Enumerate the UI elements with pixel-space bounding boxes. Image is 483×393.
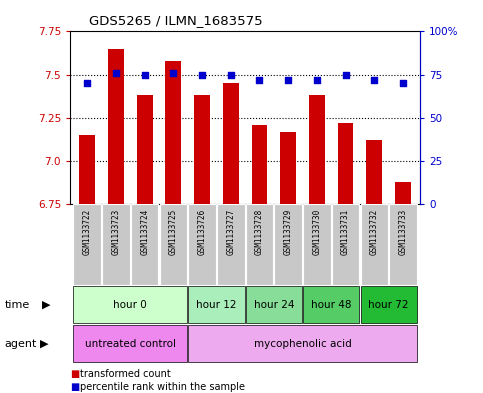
- Text: agent: agent: [5, 339, 37, 349]
- Text: percentile rank within the sample: percentile rank within the sample: [80, 382, 245, 392]
- Text: GSM1133730: GSM1133730: [313, 208, 321, 255]
- Bar: [395, 182, 411, 204]
- Text: GSM1133727: GSM1133727: [226, 208, 235, 255]
- Text: mycophenolic acid: mycophenolic acid: [254, 339, 352, 349]
- Text: ▶: ▶: [40, 339, 49, 349]
- Text: GDS5265 / ILMN_1683575: GDS5265 / ILMN_1683575: [89, 15, 263, 28]
- Text: hour 72: hour 72: [369, 299, 409, 310]
- Text: untreated control: untreated control: [85, 339, 176, 349]
- Point: [313, 77, 321, 83]
- Point: [141, 72, 149, 78]
- Bar: [389, 204, 417, 285]
- Bar: [73, 325, 187, 362]
- Bar: [188, 325, 417, 362]
- Text: ▶: ▶: [42, 299, 50, 310]
- Bar: [360, 286, 417, 323]
- Bar: [360, 204, 388, 285]
- Bar: [274, 204, 302, 285]
- Bar: [102, 204, 130, 285]
- Point: [170, 70, 177, 76]
- Text: GSM1133729: GSM1133729: [284, 208, 293, 255]
- Bar: [309, 95, 325, 204]
- Bar: [303, 204, 331, 285]
- Bar: [194, 95, 210, 204]
- Text: GSM1133726: GSM1133726: [198, 208, 207, 255]
- Point: [198, 72, 206, 78]
- Text: GSM1133733: GSM1133733: [398, 208, 408, 255]
- Bar: [367, 140, 382, 204]
- Text: GSM1133732: GSM1133732: [370, 208, 379, 255]
- Text: hour 48: hour 48: [311, 299, 352, 310]
- Bar: [303, 286, 359, 323]
- Point: [112, 70, 120, 76]
- Text: GSM1133723: GSM1133723: [112, 208, 120, 255]
- Bar: [280, 132, 296, 204]
- Bar: [73, 286, 187, 323]
- Text: hour 12: hour 12: [196, 299, 237, 310]
- Text: transformed count: transformed count: [80, 369, 170, 379]
- Text: time: time: [5, 299, 30, 310]
- Point: [341, 72, 349, 78]
- Bar: [79, 135, 95, 204]
- Bar: [223, 83, 239, 204]
- Bar: [137, 95, 153, 204]
- Bar: [338, 123, 354, 204]
- Point: [399, 80, 407, 86]
- Bar: [217, 204, 244, 285]
- Text: GSM1133731: GSM1133731: [341, 208, 350, 255]
- Text: ■: ■: [70, 382, 79, 392]
- Bar: [73, 204, 101, 285]
- Bar: [188, 286, 244, 323]
- Point: [84, 80, 91, 86]
- Bar: [159, 204, 187, 285]
- Bar: [108, 49, 124, 204]
- Point: [256, 77, 263, 83]
- Text: hour 24: hour 24: [254, 299, 294, 310]
- Bar: [246, 204, 273, 285]
- Point: [284, 77, 292, 83]
- Bar: [246, 286, 302, 323]
- Text: hour 0: hour 0: [114, 299, 147, 310]
- Bar: [166, 61, 181, 204]
- Text: GSM1133722: GSM1133722: [83, 208, 92, 255]
- Bar: [252, 125, 268, 204]
- Bar: [332, 204, 359, 285]
- Point: [370, 77, 378, 83]
- Text: ■: ■: [70, 369, 79, 379]
- Text: GSM1133724: GSM1133724: [140, 208, 149, 255]
- Text: GSM1133725: GSM1133725: [169, 208, 178, 255]
- Point: [227, 72, 235, 78]
- Bar: [188, 204, 216, 285]
- Text: GSM1133728: GSM1133728: [255, 208, 264, 255]
- Bar: [131, 204, 158, 285]
